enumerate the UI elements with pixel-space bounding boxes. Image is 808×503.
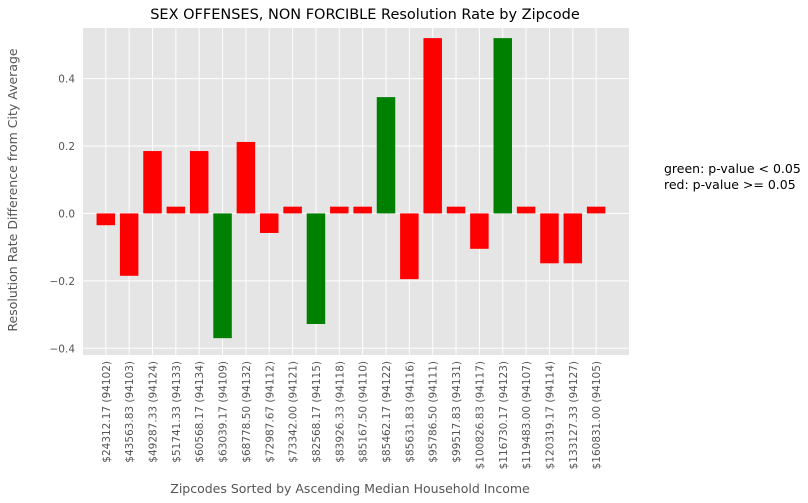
bar — [283, 206, 302, 214]
x-tick-label: $43563.83 (94103) — [124, 361, 136, 463]
x-tick-label: $49287.33 (94124) — [148, 361, 160, 463]
y-tick-label: 0.0 — [58, 208, 75, 220]
bar — [213, 213, 232, 339]
x-tick-label: $85631.83 (94116) — [404, 361, 416, 463]
y-axis-label: Resolution Rate Difference from City Ave… — [5, 48, 20, 332]
y-tick-label: −0.4 — [50, 343, 76, 355]
significance-legend: green: p-value < 0.05 red: p-value >= 0.… — [664, 161, 801, 193]
bar — [493, 38, 512, 214]
y-tick-label: 0.4 — [58, 74, 75, 86]
x-tick-label: $51741.33 (94133) — [171, 361, 183, 463]
y-tick-label: −0.2 — [50, 276, 76, 288]
bar — [143, 151, 162, 214]
x-tick-label: $63039.17 (94109) — [218, 361, 230, 463]
bar — [446, 206, 466, 214]
x-tick-label: $24312.17 (94102) — [101, 361, 113, 463]
plot-background — [83, 28, 629, 355]
x-tick-label: $72987.67 (94112) — [264, 361, 276, 463]
x-axis-label: Zipcodes Sorted by Ascending Median Hous… — [170, 481, 530, 496]
x-tick-label: $68778.50 (94132) — [241, 361, 253, 463]
x-tick-label: $160831.00 (94105) — [591, 361, 603, 469]
x-tick-label: $95786.50 (94111) — [428, 361, 440, 463]
x-tick-label: $85167.50 (94110) — [358, 361, 370, 463]
bar — [166, 206, 186, 214]
x-tick-labels: $24312.17 (94102) $43563.83 (94103) $49287… — [101, 361, 603, 469]
x-tick-label: $116730.17 (94123) — [498, 361, 510, 469]
x-tick-label: $85462.17 (94122) — [381, 361, 393, 463]
bars — [96, 38, 606, 339]
y-tick-labels: −0.4 −0.2 0.0 0.2 0.4 — [50, 74, 76, 356]
bar — [330, 206, 349, 214]
bar — [306, 213, 326, 324]
y-tick-label: 0.2 — [58, 141, 75, 153]
x-tick-label: $73342.00 (94121) — [288, 361, 300, 463]
legend-green-text: green: p-value < 0.05 — [664, 161, 801, 176]
bar — [540, 213, 559, 264]
bar — [353, 206, 372, 214]
x-tick-label: $100826.83 (94117) — [474, 361, 486, 469]
bar — [400, 213, 419, 280]
legend-red-text: red: p-value >= 0.05 — [664, 177, 796, 192]
x-tick-label: $82568.17 (94115) — [311, 361, 323, 463]
x-tick-label: $119483.00 (94107) — [521, 361, 533, 469]
x-tick-label: $60568.17 (94134) — [194, 361, 206, 463]
bar — [376, 97, 396, 214]
bar — [516, 206, 536, 214]
bar — [423, 38, 442, 214]
bar — [586, 206, 606, 214]
bar — [236, 141, 256, 214]
bar — [189, 151, 209, 214]
bar — [563, 213, 583, 264]
bar — [96, 213, 116, 226]
x-tick-label: $99517.83 (94131) — [451, 361, 463, 463]
bar — [119, 213, 139, 276]
x-tick-label: $83926.33 (94118) — [334, 361, 346, 463]
bar — [260, 213, 279, 233]
x-tick-label: $120319.17 (94114) — [544, 361, 556, 469]
chart-title: SEX OFFENSES, NON FORCIBLE Resolution Ra… — [150, 7, 580, 23]
x-tick-label: $133127.33 (94127) — [568, 361, 580, 469]
bar — [470, 213, 489, 249]
